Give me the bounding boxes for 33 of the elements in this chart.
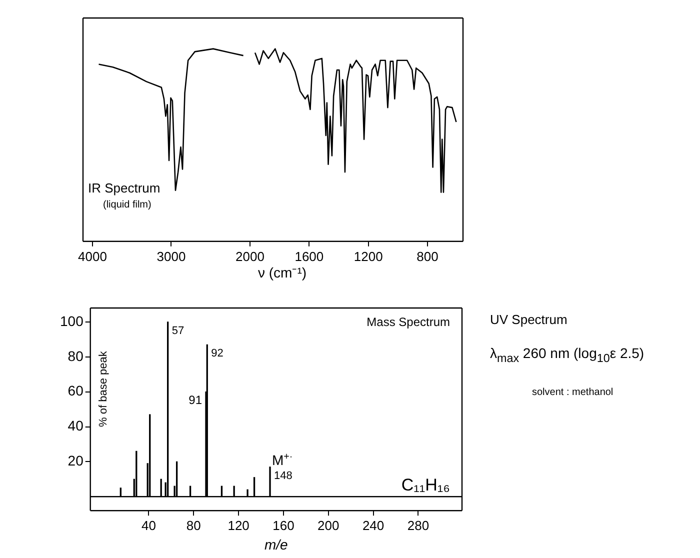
x-tick-label: 3000 bbox=[156, 248, 186, 264]
x-tick-label: 2000 bbox=[236, 248, 264, 264]
x-tick-label: 280 bbox=[407, 518, 430, 533]
x-tick-label: 800 bbox=[416, 248, 438, 264]
y-tick-label: 40 bbox=[68, 418, 84, 434]
text: Mass Spectrum bbox=[366, 315, 450, 329]
x-tick-label: 120 bbox=[228, 518, 250, 533]
text: solvent : methanol bbox=[531, 386, 614, 398]
text: (liquid film) bbox=[103, 199, 152, 210]
x-tick-label: 4000 bbox=[78, 248, 107, 264]
annotation: M+· bbox=[272, 451, 293, 468]
x-tick-label: 200 bbox=[318, 518, 340, 533]
annotation: 57 bbox=[172, 324, 184, 337]
x-tick-label: 1600 bbox=[294, 248, 324, 264]
annotation: C₁₁H₁₆ bbox=[401, 476, 450, 495]
y-tick-label: 80 bbox=[68, 348, 84, 364]
y-axis-title: % of base peak bbox=[97, 350, 110, 427]
x-axis-title: m/e bbox=[264, 536, 288, 552]
x-tick-label: 1200 bbox=[354, 248, 383, 264]
annotation: 92 bbox=[211, 348, 224, 360]
text: IR Spectrum bbox=[88, 180, 160, 196]
y-tick-label: 20 bbox=[68, 452, 84, 469]
annotation: 91 bbox=[188, 392, 202, 407]
x-tick-label: 240 bbox=[362, 518, 384, 533]
text: UV Spectrum bbox=[490, 312, 568, 327]
annotation: 148 bbox=[274, 470, 292, 482]
x-tick-label: 80 bbox=[186, 518, 201, 533]
y-tick-label: 60 bbox=[68, 382, 84, 399]
y-tick-label: 100 bbox=[60, 312, 84, 329]
x-tick-label: 40 bbox=[142, 518, 156, 533]
text: λ$_{max}$ 260 nm (log$_{10}$ε 2.5) bbox=[490, 345, 646, 365]
x-axis-title: ν (cm⁻¹) bbox=[258, 264, 307, 280]
x-tick-label: 160 bbox=[272, 518, 294, 533]
